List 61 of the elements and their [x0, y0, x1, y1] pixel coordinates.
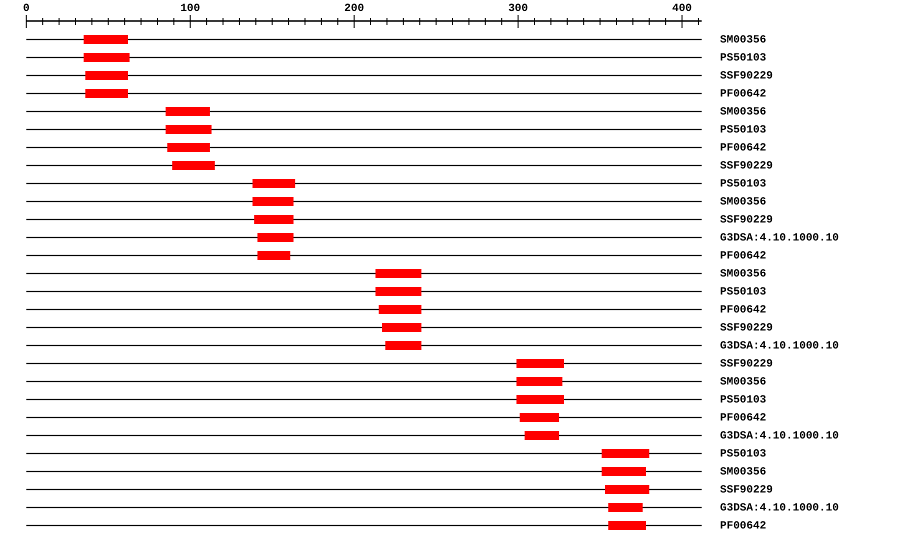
y-tick-label: PS50103: [720, 286, 767, 298]
y-tick-label: SSF90229: [720, 160, 773, 172]
bar: [608, 521, 646, 530]
bar: [84, 53, 130, 62]
y-tick-label: SM00356: [720, 34, 766, 46]
bar: [85, 71, 128, 80]
y-tick-label: PF00642: [720, 88, 766, 100]
y-tick-label: SSF90229: [720, 358, 773, 370]
y-tick-label: PS50103: [720, 124, 767, 136]
y-tick-label: SM00356: [720, 466, 766, 478]
y-tick-label: PS50103: [720, 52, 767, 64]
y-tick-label: PF00642: [720, 520, 766, 532]
y-tick-label: G3DSA:4.10.1000.10: [720, 502, 839, 514]
bar: [252, 179, 296, 188]
y-tick-label: SM00356: [720, 268, 766, 280]
y-tick-label: G3DSA:4.10.1000.10: [720, 430, 839, 442]
y-tick-label: PS50103: [720, 394, 767, 406]
bar: [602, 467, 646, 476]
bar: [375, 287, 422, 296]
bar: [608, 503, 643, 512]
x-tick-label: 100: [180, 3, 200, 15]
y-tick-label: PF00642: [720, 412, 766, 424]
x-tick-label: 0: [22, 3, 30, 15]
y-tick-label: PS50103: [720, 448, 767, 460]
bar: [516, 377, 562, 386]
x-tick-label: 200: [344, 3, 364, 15]
bar: [166, 125, 212, 134]
x-tick-label: 400: [672, 3, 692, 15]
bar: [252, 197, 294, 206]
bar: [257, 233, 294, 242]
y-tick-label: SSF90229: [720, 70, 773, 82]
y-tick-label: SM00356: [720, 196, 766, 208]
y-tick-label: G3DSA:4.10.1000.10: [720, 232, 839, 244]
bar: [516, 395, 564, 404]
bar: [520, 413, 560, 422]
y-tick-label: PS50103: [720, 178, 767, 190]
y-tick-label: SSF90229: [720, 484, 773, 496]
bar: [602, 449, 650, 458]
bar: [382, 323, 422, 332]
y-tick-label: PF00642: [720, 250, 766, 262]
bar: [85, 89, 128, 98]
bar: [524, 431, 560, 440]
y-tick-label: SM00356: [720, 106, 766, 118]
bar: [516, 359, 564, 368]
bar: [385, 341, 422, 350]
y-tick-label: SSF90229: [720, 322, 773, 334]
bar: [167, 143, 210, 152]
bar: [375, 269, 422, 278]
bar: [257, 251, 290, 260]
y-tick-label: PF00642: [720, 142, 766, 154]
y-tick-label: PF00642: [720, 304, 766, 316]
bar: [604, 485, 650, 494]
y-tick-label: G3DSA:4.10.1000.10: [720, 340, 839, 352]
bar: [378, 305, 422, 314]
y-tick-label: SM00356: [720, 376, 766, 388]
bar: [166, 107, 210, 116]
y-tick-label: SSF90229: [720, 214, 773, 226]
bar: [84, 35, 128, 44]
bar: [254, 215, 294, 224]
x-tick-label: 300: [508, 3, 528, 15]
bar: [172, 161, 215, 170]
